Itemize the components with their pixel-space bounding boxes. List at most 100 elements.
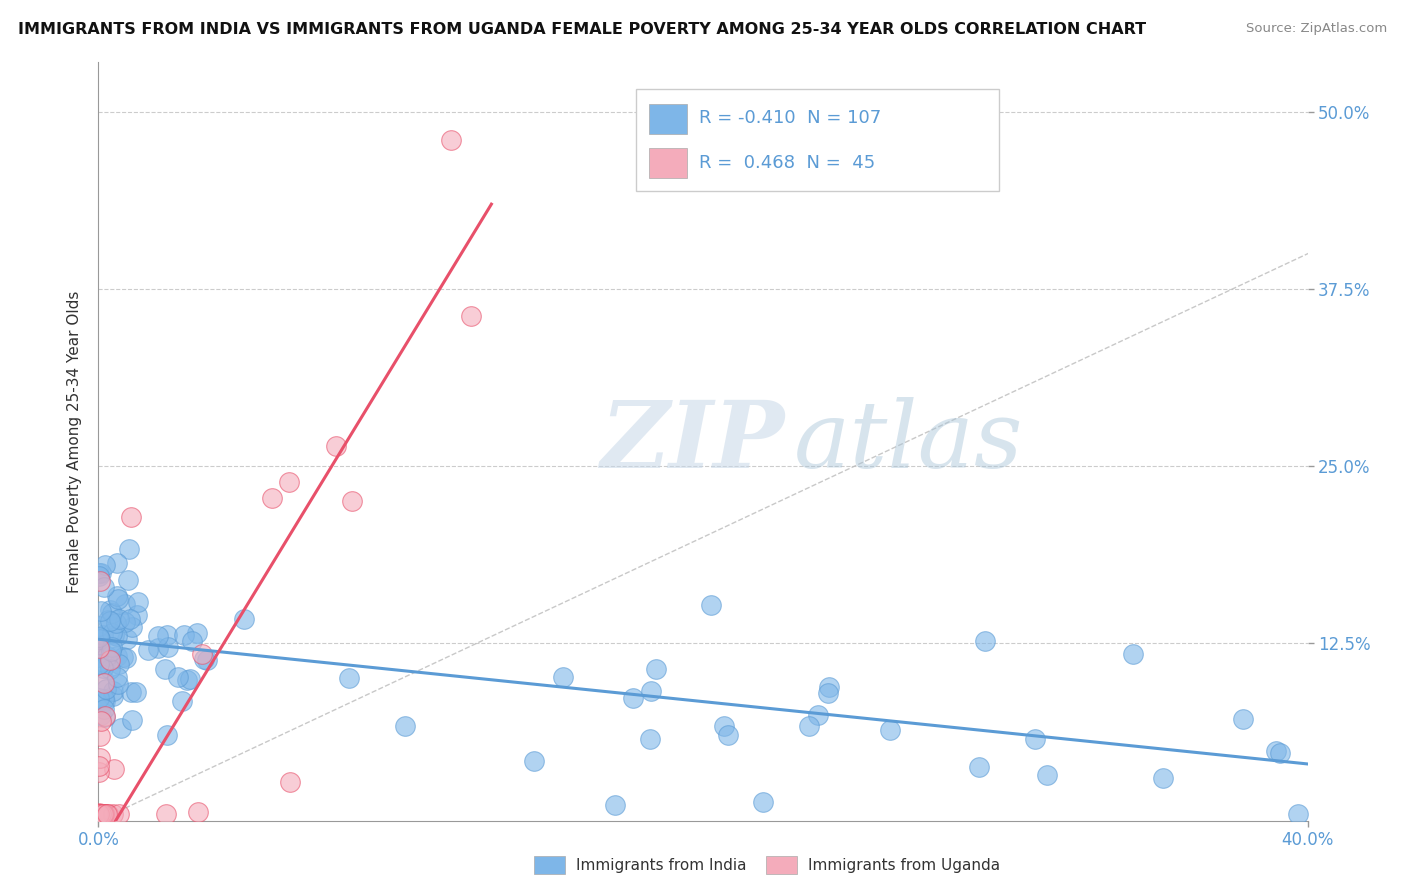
Point [124, 685, 146, 699]
Point [108, 612, 131, 626]
Point [87, 806, 110, 821]
Point [89, 806, 111, 821]
Point [89, 641, 111, 656]
Point [89, 729, 111, 743]
Point [89, 806, 111, 821]
Point [114, 615, 136, 629]
Point [713, 719, 735, 733]
Point [638, 731, 661, 746]
Point [93, 691, 115, 706]
Point [97, 806, 120, 821]
Point [974, 634, 997, 648]
Point [156, 640, 179, 654]
Point [105, 589, 128, 603]
Text: atlas: atlas [793, 397, 1024, 486]
Point [797, 719, 820, 733]
Point [93, 709, 115, 723]
Point [94, 806, 117, 821]
Point [100, 606, 122, 620]
Point [87, 759, 110, 773]
Point [89, 574, 111, 588]
Point [89, 566, 111, 580]
Point [93, 702, 115, 716]
Text: IMMIGRANTS FROM INDIA VS IMMIGRANTS FROM UGANDA FEMALE POVERTY AMONG 25-34 YEAR : IMMIGRANTS FROM INDIA VS IMMIGRANTS FROM… [18, 22, 1146, 37]
Point [173, 627, 195, 641]
Point [93, 806, 115, 821]
Point [101, 689, 124, 703]
Point [90, 708, 112, 723]
Point [114, 597, 136, 611]
Point [89, 632, 111, 646]
Point [89, 750, 111, 764]
Point [260, 491, 283, 505]
Point [186, 626, 208, 640]
Point [98, 614, 121, 628]
Point [94, 681, 117, 696]
Point [640, 684, 662, 698]
Point [115, 632, 138, 647]
Point [87, 640, 110, 655]
Point [87, 764, 110, 779]
Point [166, 670, 188, 684]
Point [100, 640, 122, 655]
Text: ZIP: ZIP [600, 397, 785, 486]
Point [98, 602, 121, 616]
Point [87, 619, 110, 633]
Point [125, 607, 148, 622]
Point [136, 643, 159, 657]
Point [87, 568, 110, 582]
Text: Immigrants from Uganda: Immigrants from Uganda [808, 858, 1001, 872]
Point [87, 633, 110, 648]
Point [89, 657, 111, 672]
Point [87, 690, 110, 705]
Point [277, 475, 299, 489]
Point [817, 680, 839, 694]
Point [93, 806, 115, 821]
Point [100, 653, 122, 667]
Point [111, 650, 134, 665]
Point [101, 626, 124, 640]
Point [101, 806, 124, 821]
Point [107, 591, 129, 606]
Text: R =  0.468  N =  45: R = 0.468 N = 45 [699, 154, 876, 172]
Point [440, 133, 463, 147]
Point [108, 806, 131, 821]
Point [89, 806, 111, 821]
Point [105, 670, 128, 684]
Point [90, 566, 112, 581]
Point [153, 662, 176, 676]
Point [700, 599, 723, 613]
Point [644, 662, 666, 676]
Point [104, 616, 127, 631]
Point [1286, 806, 1309, 821]
Point [93, 806, 115, 821]
Point [90, 806, 112, 821]
Point [967, 759, 990, 773]
Point [394, 718, 416, 732]
Point [107, 676, 129, 690]
Point [110, 722, 132, 736]
Text: Immigrants from India: Immigrants from India [576, 858, 747, 872]
Point [325, 439, 347, 453]
Point [87, 806, 110, 821]
Point [179, 673, 201, 687]
Point [118, 542, 141, 557]
FancyBboxPatch shape [637, 89, 1000, 191]
Point [148, 629, 170, 643]
Point [337, 671, 360, 685]
Point [91, 660, 114, 674]
Point [280, 774, 302, 789]
Point [87, 650, 110, 665]
Point [91, 628, 114, 642]
Point [176, 673, 198, 687]
Point [1152, 771, 1174, 785]
Point [1232, 712, 1254, 726]
Point [96, 806, 118, 821]
Point [127, 595, 149, 609]
Point [89, 806, 111, 821]
Point [156, 728, 179, 742]
Text: Source: ZipAtlas.com: Source: ZipAtlas.com [1247, 22, 1388, 36]
Point [523, 755, 546, 769]
Point [94, 806, 117, 821]
Point [96, 648, 118, 663]
